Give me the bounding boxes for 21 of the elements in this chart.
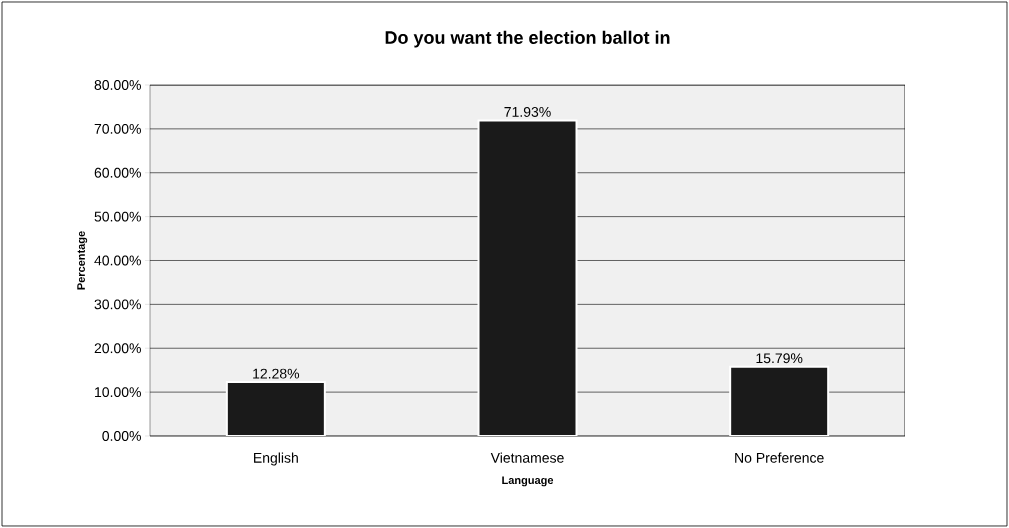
x-tick-label: English <box>254 452 298 466</box>
y-tick-label: 70.00% <box>94 123 141 134</box>
y-tick-label: 0.00% <box>102 431 141 441</box>
y-tick-label: 60.00% <box>94 167 141 178</box>
y-tick-label: 30.00% <box>94 299 141 310</box>
x-tick-label: Vietnamese <box>490 452 564 463</box>
x-axis-title: Language <box>502 476 554 487</box>
data-label: 71.93% <box>504 106 551 117</box>
chart-title: Do you want the election ballot in <box>385 30 670 48</box>
y-tick-label: 50.00% <box>94 211 141 222</box>
y-tick-label: 80.00% <box>94 80 141 90</box>
data-label: 12.28% <box>253 368 300 379</box>
bar <box>729 365 830 436</box>
y-tick-label: 10.00% <box>95 387 141 398</box>
y-axis-title: Percentage <box>77 231 88 290</box>
y-tick-label: 20.00% <box>94 343 141 354</box>
bar <box>225 381 326 436</box>
y-tick-label: 40.00% <box>94 255 141 266</box>
bar <box>477 119 578 436</box>
x-tick-label: No Preference <box>735 452 824 463</box>
data-label: 15.79% <box>756 353 803 364</box>
